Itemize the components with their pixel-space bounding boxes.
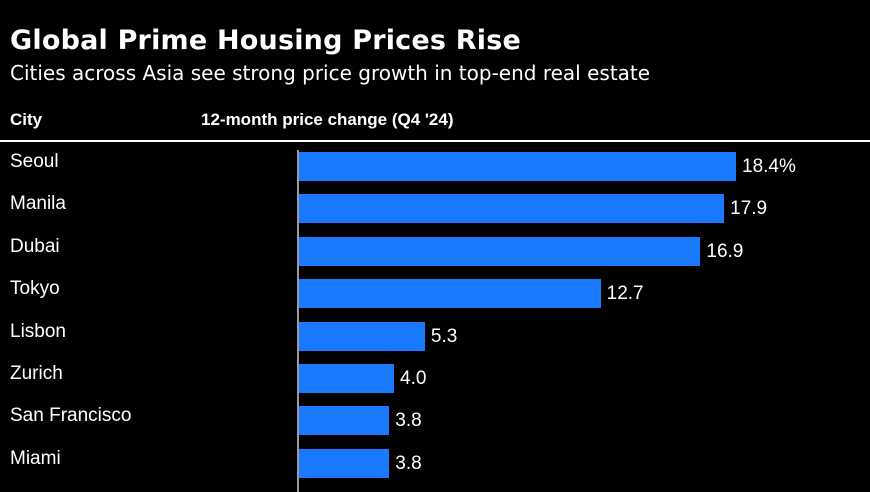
bar-value-label: 3.8: [395, 410, 422, 432]
header-divider: [0, 140, 870, 142]
bar-value-label: 18.4%: [742, 156, 796, 177]
chart-subtitle: Cities across Asia see strong price grow…: [10, 61, 651, 85]
city-label: Manila: [10, 193, 66, 215]
bar: [299, 364, 394, 393]
bar: [299, 406, 390, 436]
bar-value-label: 5.3: [430, 325, 458, 347]
city-column-header: City: [10, 110, 43, 129]
bar: [299, 236, 701, 266]
price-change-column-header: 12-month price change (Q4 '24): [201, 110, 454, 129]
city-label: Zurich: [10, 363, 63, 384]
bar-value-label: 3.8: [395, 452, 422, 474]
city-label: Seoul: [10, 151, 59, 172]
city-label: Tokyo: [10, 278, 60, 300]
city-label: San Francisco: [10, 405, 132, 427]
bar-value-label: 12.7: [606, 283, 644, 305]
city-label: Dubai: [10, 235, 60, 257]
bar: [299, 279, 601, 309]
chart-title: Global Prime Housing Prices Rise: [10, 25, 521, 56]
city-label: Lisbon: [10, 320, 66, 342]
bar-value-label: 4.0: [400, 368, 427, 389]
city-label: Miami: [10, 447, 61, 469]
bar-value-label: 16.9: [706, 240, 744, 262]
bar: [299, 152, 736, 181]
bar: [299, 321, 425, 351]
bar: [299, 448, 390, 478]
bar-value-label: 17.9: [730, 198, 768, 220]
bar: [299, 194, 725, 224]
zero-axis-line: [297, 150, 299, 492]
